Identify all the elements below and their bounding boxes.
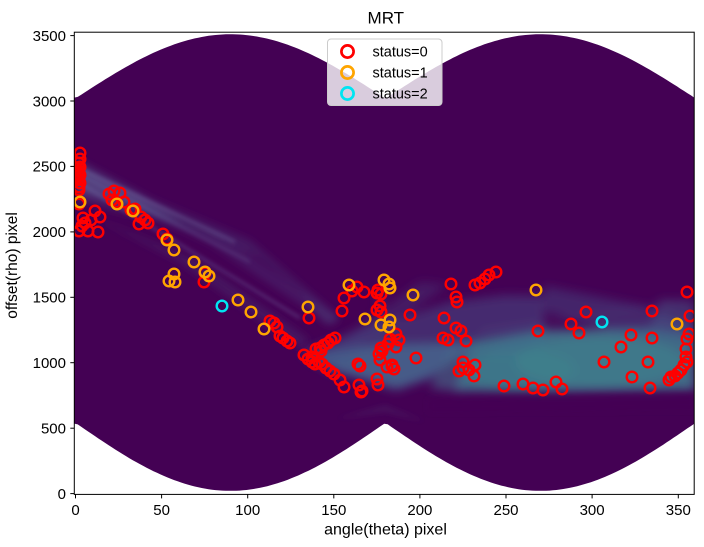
- svg-text:200: 200: [407, 502, 432, 519]
- svg-text:MRT: MRT: [368, 9, 405, 28]
- svg-text:3000: 3000: [33, 93, 66, 110]
- svg-text:0: 0: [71, 502, 79, 519]
- svg-text:angle(theta) pixel: angle(theta) pixel: [324, 521, 447, 538]
- svg-text:2500: 2500: [33, 159, 66, 176]
- svg-text:0: 0: [58, 486, 66, 503]
- svg-text:150: 150: [321, 502, 346, 519]
- svg-text:status=0: status=0: [373, 45, 428, 61]
- svg-text:350: 350: [666, 502, 691, 519]
- svg-text:100: 100: [235, 502, 260, 519]
- svg-text:status=2: status=2: [373, 87, 428, 103]
- svg-text:status=1: status=1: [373, 66, 428, 82]
- svg-text:offset(rho) pixel: offset(rho) pixel: [4, 212, 21, 319]
- svg-text:1000: 1000: [33, 355, 66, 372]
- svg-text:3500: 3500: [33, 28, 66, 45]
- svg-text:500: 500: [41, 421, 66, 438]
- svg-text:2000: 2000: [33, 224, 66, 241]
- svg-text:50: 50: [153, 502, 170, 519]
- svg-text:1500: 1500: [33, 290, 66, 307]
- svg-text:300: 300: [580, 502, 605, 519]
- svg-text:250: 250: [493, 502, 518, 519]
